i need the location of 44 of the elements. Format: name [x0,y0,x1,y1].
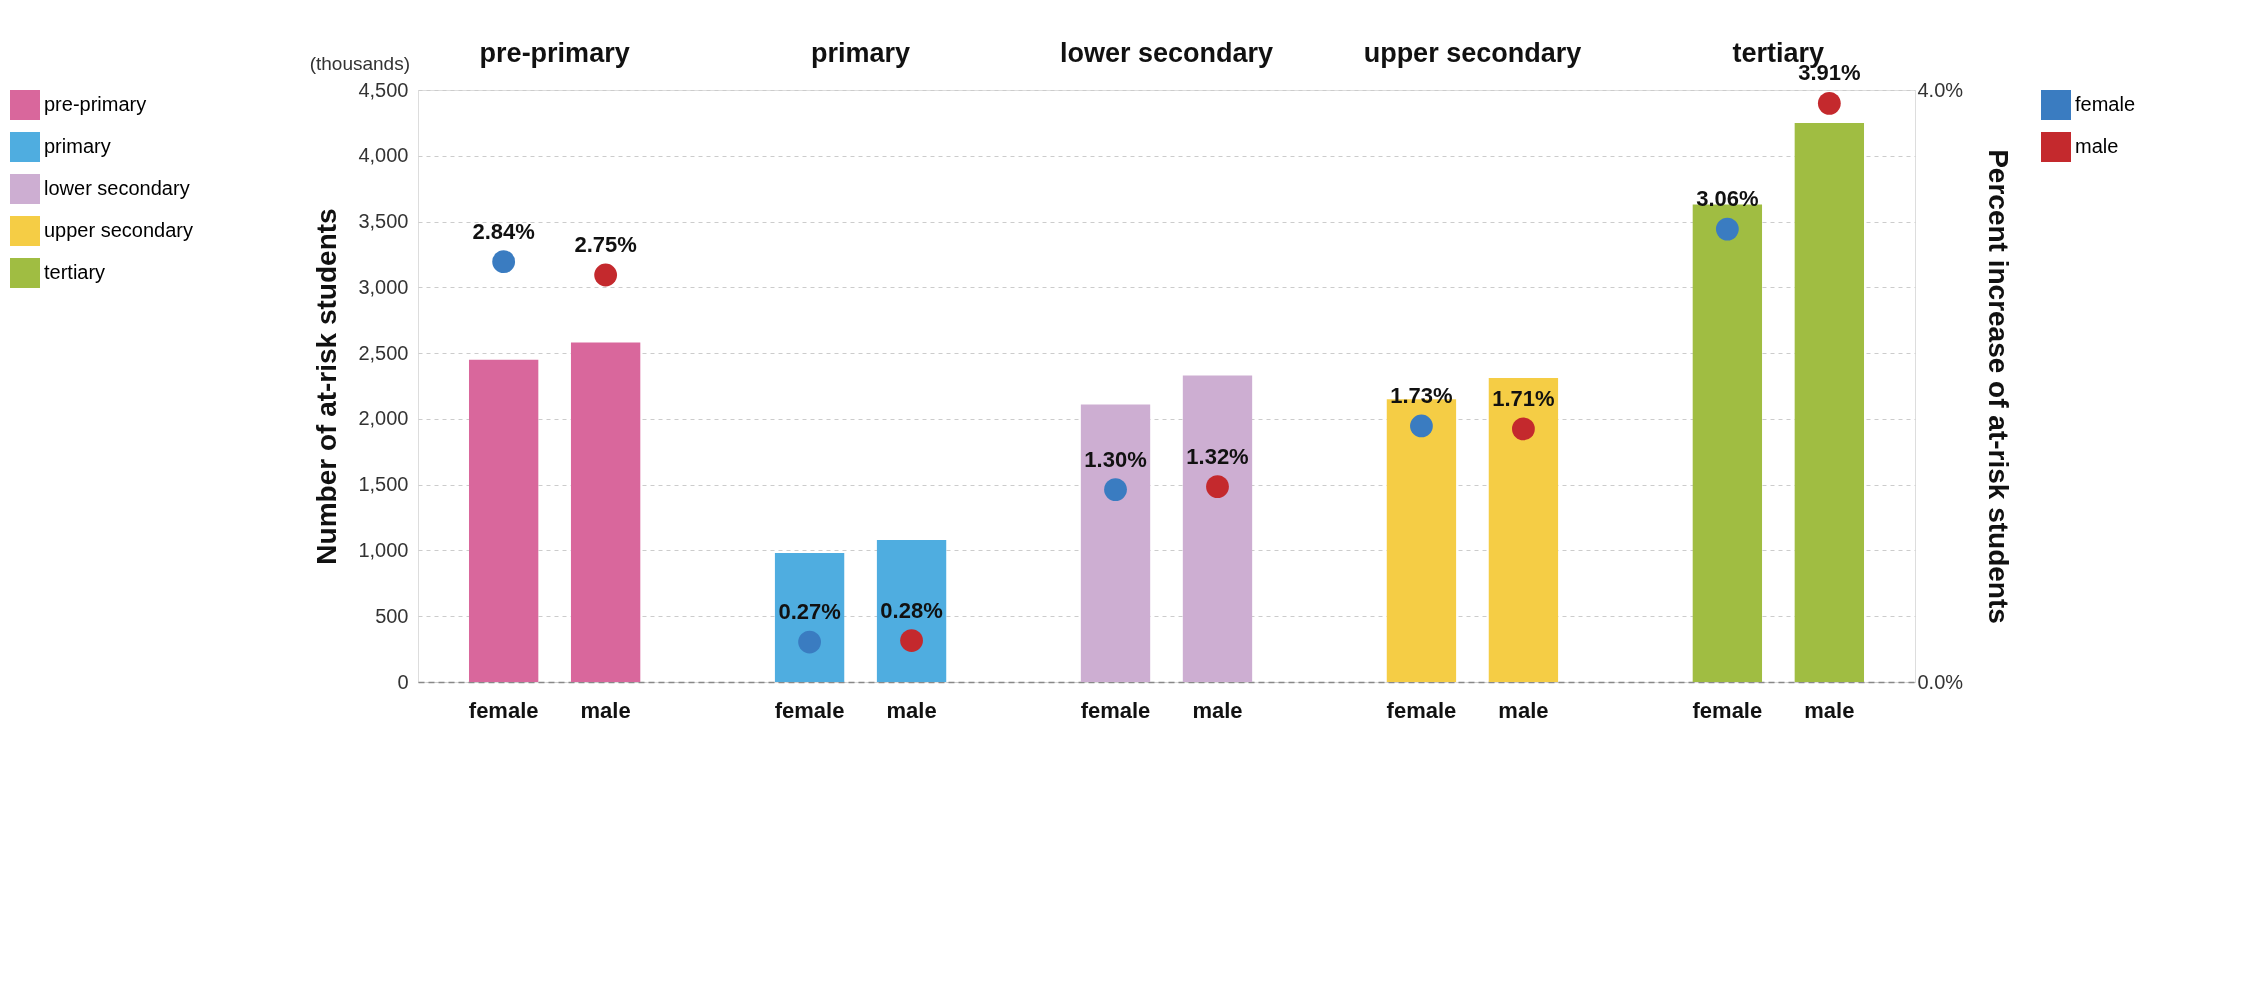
y-tick-label: 3,500 [358,210,409,233]
data-label: 3.06% [1696,186,1759,212]
y-tick-label: 0 [397,670,409,693]
data-label: 2.75% [574,232,637,257]
text: pre-primary [479,38,630,68]
data-label: 1.30% [1084,446,1147,472]
legend-label: upper secondary [44,219,193,241]
y2-tick-label: 4.0% [1917,78,1964,101]
legend-label: pre-primary [44,93,147,115]
text: lower secondary [1059,38,1274,68]
legend-label: primary [44,135,111,157]
legend-label: lower secondary [44,177,190,199]
legend-label: male [2075,135,2119,157]
text: upper secondary [1363,38,1582,68]
y2-axis-title: Percent increase of at-risk students [1983,149,2015,624]
x-tick-label: female [1386,697,1457,723]
y-tick-label: 2,000 [358,407,409,430]
x-tick-label: male [1804,697,1855,723]
y-tick-label: 500 [375,604,409,627]
data-label: 1.32% [1186,443,1249,469]
x-tick-label: female [468,697,539,723]
y-tick-label: 4,500 [358,78,409,101]
x-tick-label: male [580,697,631,723]
x-tick-label: female [1080,697,1151,723]
y-tick-label: 4,000 [358,144,409,167]
y2-tick-label: 0.0% [1917,670,1964,693]
y-tick-label: 1,500 [358,473,409,496]
legend-label: female [2075,93,2136,115]
data-label: 2.84% [472,218,535,244]
y-tick-label: 2,500 [358,341,409,364]
y-tick-label: 1,000 [358,538,409,561]
legend-label: tertiary [44,261,106,283]
x-tick-label: male [886,697,937,723]
y-tick-label: 3,000 [358,275,409,298]
data-label: 0.28% [880,597,943,623]
x-tick-label: female [1692,697,1763,723]
x-tick-label: male [1498,697,1549,723]
text: (thousands) [309,53,410,74]
x-tick-label: female [774,697,845,723]
data-label: 0.27% [778,599,841,625]
text: primary [811,38,911,68]
x-tick-label: male [1192,697,1243,723]
data-label: 1.71% [1492,385,1555,411]
y-axis-title: Number of at-risk students [311,208,343,565]
